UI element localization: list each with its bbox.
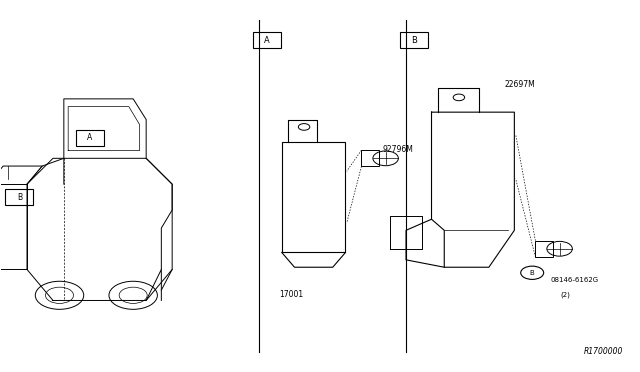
Bar xyxy=(282,142,346,253)
Text: 08146-6162G: 08146-6162G xyxy=(550,277,599,283)
Text: B: B xyxy=(530,270,534,276)
Text: 17001: 17001 xyxy=(279,291,303,299)
Text: A: A xyxy=(87,133,92,142)
Text: B: B xyxy=(411,36,417,45)
Bar xyxy=(362,150,380,166)
Text: 92796M: 92796M xyxy=(383,145,413,154)
Bar xyxy=(536,241,553,257)
Text: 22697M: 22697M xyxy=(505,80,536,89)
Text: R1700000: R1700000 xyxy=(583,347,623,356)
Text: A: A xyxy=(264,36,270,45)
Text: B: B xyxy=(17,193,22,202)
Text: (2): (2) xyxy=(561,292,571,298)
